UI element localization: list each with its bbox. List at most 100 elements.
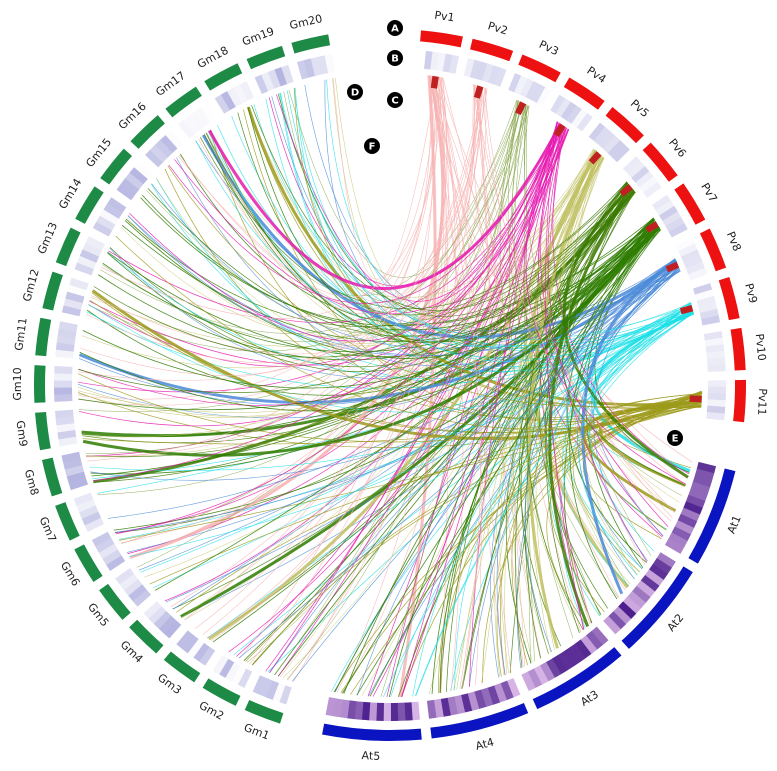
synteny-link [414,308,693,697]
density-heatmap [376,702,385,721]
density-heatmap [58,436,78,447]
chromosome-label: Gm20 [288,12,323,32]
density-heatmap [652,558,672,575]
synteny-link [286,90,692,362]
synteny-link [80,76,437,376]
density-heatmap [368,702,378,721]
density-heatmap [527,668,543,688]
chromosome-ideogram [129,619,164,654]
density-heatmap [569,643,586,663]
synteny-link [77,262,678,419]
density-heatmap [463,58,475,78]
link-anchor [679,305,694,315]
synteny-link [545,121,584,630]
synteny-link [78,101,522,412]
density-heatmap [200,103,217,123]
synteny-link [90,268,680,481]
synteny-link [472,84,646,565]
density-heatmap [707,399,726,408]
chromosome-ideogram [420,30,463,48]
chromosome-label: Pv1 [434,9,456,25]
chromosome-label: Gm6 [58,559,83,588]
synteny-link [136,104,527,568]
synteny-link [438,76,688,479]
synteny-link [432,75,482,686]
synteny-link [217,124,694,349]
density-heatmap [58,321,78,332]
chromosome-label: Gm5 [85,601,111,630]
density-heatmap [701,315,721,326]
synteny-link [593,261,677,562]
synteny-link [140,302,692,573]
synteny-link [89,123,562,366]
synteny-link [274,104,527,675]
synteny-link [546,396,702,627]
labels: Pv1 Pv2 Pv3 Pv4 Pv5 Pv6 Pv7 Pv8 Pv9 Pv10 Pv11 At1 At… [11,9,769,763]
link-anchor [553,123,566,138]
density-heatmap [55,409,74,419]
chromosome-ideogram [55,227,81,267]
chromosome-ideogram [33,365,46,403]
chromosome-ideogram [470,38,514,62]
chromosome-label: Gm10 [11,367,24,400]
chromosome-ideogram [163,651,201,683]
chromosome-label: Pv6 [666,136,689,160]
density-heatmap [96,215,116,231]
synteny-link [332,76,438,280]
marker-letter: F [369,142,376,153]
density-heatmap [563,647,580,667]
density-heatmap [361,701,371,721]
synteny-link [341,225,659,694]
chromosome-ideogram [605,107,644,144]
density-heatmap [550,94,566,114]
density-heatmap [165,130,183,149]
density-heatmap [493,683,507,703]
synteny-link [202,76,445,635]
density-heatmap [508,73,522,93]
density-heatmap [54,373,73,381]
density-heatmap [231,665,247,685]
density-heatmap [690,481,711,495]
chromosome-label: Pv8 [724,230,744,254]
density-heatmap [390,702,399,721]
density-heatmap [506,678,521,698]
density-heatmap [54,387,73,395]
density-heatmap [593,126,611,145]
synteny-link [524,258,676,652]
synteny-link [172,183,629,610]
synteny-link [126,155,602,347]
synteny-link [195,140,692,347]
synteny-link [156,149,596,344]
link-anchor [588,151,602,165]
synteny-link [81,218,655,438]
density-heatmap [181,634,199,654]
density-heatmap [603,135,621,154]
synteny-link [79,121,559,427]
density-heatmap [195,107,212,127]
synteny-link [93,127,567,482]
synteny-link [108,124,563,323]
chromosome-label: Gm8 [22,468,41,497]
synteny-link [569,223,658,600]
synteny-link [198,87,486,311]
density-heatmap [123,578,143,596]
density-heatmap [68,477,88,491]
synteny-link [124,217,654,359]
density-heatmap [239,81,255,101]
density-heatmap [148,606,167,624]
density-heatmap [460,693,473,713]
density-heatmap [648,563,668,581]
synteny-link [475,84,526,667]
synteny-link [77,122,560,393]
synteny-link [129,124,562,342]
link-anchor [645,221,659,233]
density-heatmap [447,696,459,716]
density-heatmap [279,685,292,705]
density-heatmap [325,697,337,717]
density-heatmap [704,337,724,347]
synteny-link [91,229,662,477]
chromosome-label: Gm17 [153,69,188,99]
synteny-link [494,149,596,678]
density-heatmap [85,236,105,251]
density-heatmap [64,464,85,477]
